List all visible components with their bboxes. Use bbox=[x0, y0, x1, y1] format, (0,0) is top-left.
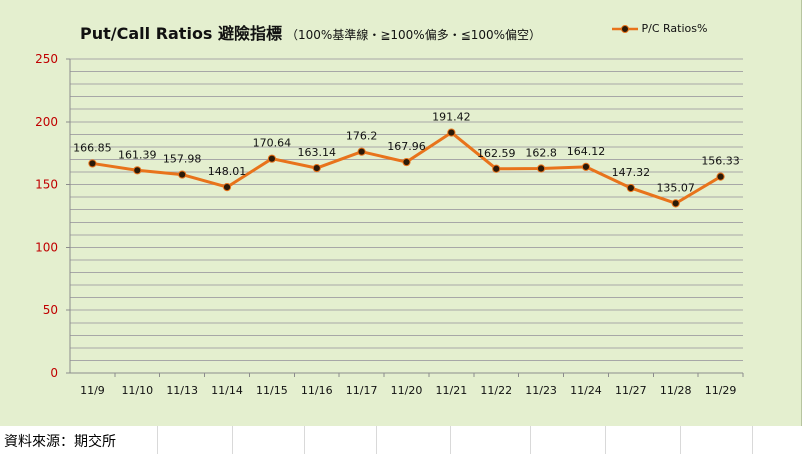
data-point-marker bbox=[222, 182, 232, 192]
x-tick-label: 11/22 bbox=[480, 384, 512, 397]
data-point-marker bbox=[133, 166, 142, 175]
x-tick-label: 11/14 bbox=[211, 384, 243, 397]
data-label: 135.07 bbox=[656, 181, 695, 194]
x-tick-label: 11/15 bbox=[256, 384, 288, 397]
data-point-marker bbox=[716, 172, 725, 181]
data-point-marker bbox=[312, 163, 321, 173]
cell-gridline bbox=[530, 426, 531, 454]
cell-gridline bbox=[450, 426, 451, 454]
data-label: 156.33 bbox=[701, 155, 740, 168]
data-label: 167.96 bbox=[387, 140, 426, 153]
x-tick-label: 11/9 bbox=[80, 384, 105, 397]
data-point-marker bbox=[492, 164, 501, 173]
data-point-marker bbox=[88, 159, 97, 168]
data-label: 147.32 bbox=[612, 166, 651, 179]
data-label: 161.39 bbox=[118, 148, 157, 161]
x-tick-label: 11/21 bbox=[436, 384, 468, 397]
data-label: 166.85 bbox=[73, 141, 112, 154]
data-label: 163.14 bbox=[298, 146, 337, 159]
data-point-marker bbox=[447, 128, 456, 137]
y-tick-label: 250 bbox=[35, 52, 58, 66]
chart-title-main: Put/Call Ratios 避險指標 bbox=[80, 24, 283, 43]
x-tick-label: 11/16 bbox=[301, 384, 333, 397]
data-label: 176.2 bbox=[346, 130, 378, 143]
cell-gridline bbox=[605, 426, 606, 454]
y-tick-label: 50 bbox=[43, 303, 58, 317]
data-point-marker bbox=[178, 170, 187, 179]
chart-legend: P/C Ratios% bbox=[612, 22, 707, 35]
chart-title: Put/Call Ratios 避險指標 （100%基準線・≧100%偏多・≦10… bbox=[80, 20, 541, 46]
y-tick-label: 200 bbox=[35, 115, 58, 129]
data-point-marker bbox=[671, 199, 680, 208]
x-tick-label: 11/29 bbox=[705, 384, 737, 397]
x-tick-label: 11/27 bbox=[615, 384, 647, 397]
cell-gridline bbox=[752, 426, 753, 454]
cell-gridline bbox=[304, 426, 305, 454]
legend-line-marker-icon bbox=[612, 25, 638, 33]
plot-area: 0 50 100 150 200 250 11/9 11/10 11/13 11/14 11/15 1… bbox=[35, 52, 744, 397]
x-tick-label: 11/17 bbox=[346, 384, 378, 397]
chart-area: Put/Call Ratios 避險指標 （100%基準線・≧100%偏多・≦10… bbox=[0, 0, 802, 426]
x-tick-label: 11/28 bbox=[660, 384, 692, 397]
data-point-marker bbox=[581, 162, 591, 171]
spreadsheet-footer-row: 資料來源：期交所 bbox=[0, 426, 802, 454]
data-label: 164.12 bbox=[567, 145, 606, 158]
x-tick-label: 11/23 bbox=[525, 384, 557, 397]
data-label: 162.8 bbox=[525, 147, 557, 160]
x-tick-label: 11/24 bbox=[570, 384, 602, 397]
data-label: 148.01 bbox=[208, 165, 247, 178]
legend-label: P/C Ratios% bbox=[641, 22, 708, 35]
chart-title-sub: （100%基準線・≧100%偏多・≦100%偏空） bbox=[286, 28, 542, 42]
data-label: 162.59 bbox=[477, 147, 516, 160]
y-tick-label: 150 bbox=[35, 178, 58, 192]
x-tick-label: 11/13 bbox=[166, 384, 198, 397]
y-tick-label: 100 bbox=[35, 240, 58, 254]
source-note: 資料來源：期交所 bbox=[4, 434, 116, 450]
data-label: 191.42 bbox=[432, 111, 471, 124]
cell-gridline bbox=[232, 426, 233, 454]
cell-gridline bbox=[376, 426, 377, 454]
data-point-marker bbox=[357, 147, 366, 156]
cell-gridline bbox=[680, 426, 681, 454]
x-tick-label: 11/10 bbox=[121, 384, 153, 397]
data-point-marker bbox=[402, 157, 411, 167]
data-label: 157.98 bbox=[163, 153, 202, 166]
data-point-marker bbox=[267, 154, 276, 163]
cell-gridline bbox=[157, 426, 158, 454]
data-label: 170.64 bbox=[253, 137, 292, 150]
x-tick-label: 11/20 bbox=[391, 384, 423, 397]
y-tick-label: 0 bbox=[50, 366, 58, 380]
data-point-marker bbox=[537, 164, 546, 173]
data-point-marker bbox=[626, 183, 635, 193]
